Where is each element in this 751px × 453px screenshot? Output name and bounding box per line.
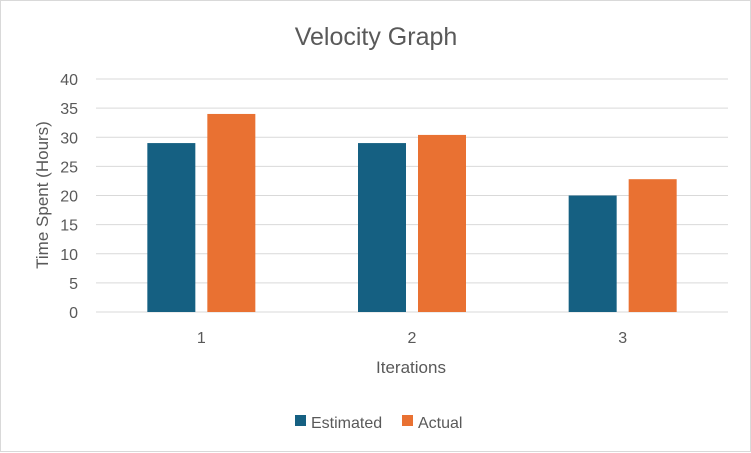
y-tick-label: 15 [60,218,78,235]
y-axis-label: Time Spent (Hours) [33,121,52,269]
legend: Estimated Actual [295,415,462,432]
bar-actual-2 [418,134,466,312]
y-tick-label: 35 [60,101,78,118]
bars [147,113,677,312]
legend-swatch-estimated [295,415,306,426]
chart-title: Velocity Graph [295,23,458,51]
legend-label-estimated: Estimated [311,415,382,432]
y-tick-label: 10 [60,247,78,264]
legend-swatch-actual [402,415,413,426]
x-tick-label: 1 [197,330,206,347]
x-axis-ticks: 1 2 3 [197,330,627,347]
y-tick-label: 25 [60,159,78,176]
x-tick-label: 3 [618,330,627,347]
y-tick-label: 40 [60,72,78,89]
bar-estimated-2 [358,143,406,312]
bar-actual-3 [628,179,677,312]
y-tick-label: 5 [69,276,78,293]
bar-estimated-1 [147,143,196,312]
bar-estimated-3 [568,195,617,312]
y-axis-ticks: 0 5 10 15 20 25 30 35 40 [60,72,78,322]
y-tick-label: 20 [60,189,78,206]
x-tick-label: 2 [408,330,417,347]
y-tick-label: 30 [60,130,78,147]
gridlines [96,78,728,313]
legend-label-actual: Actual [418,415,462,432]
x-axis-label: Iterations [376,358,446,377]
bar-actual-1 [207,113,256,312]
y-tick-label: 0 [69,305,78,322]
